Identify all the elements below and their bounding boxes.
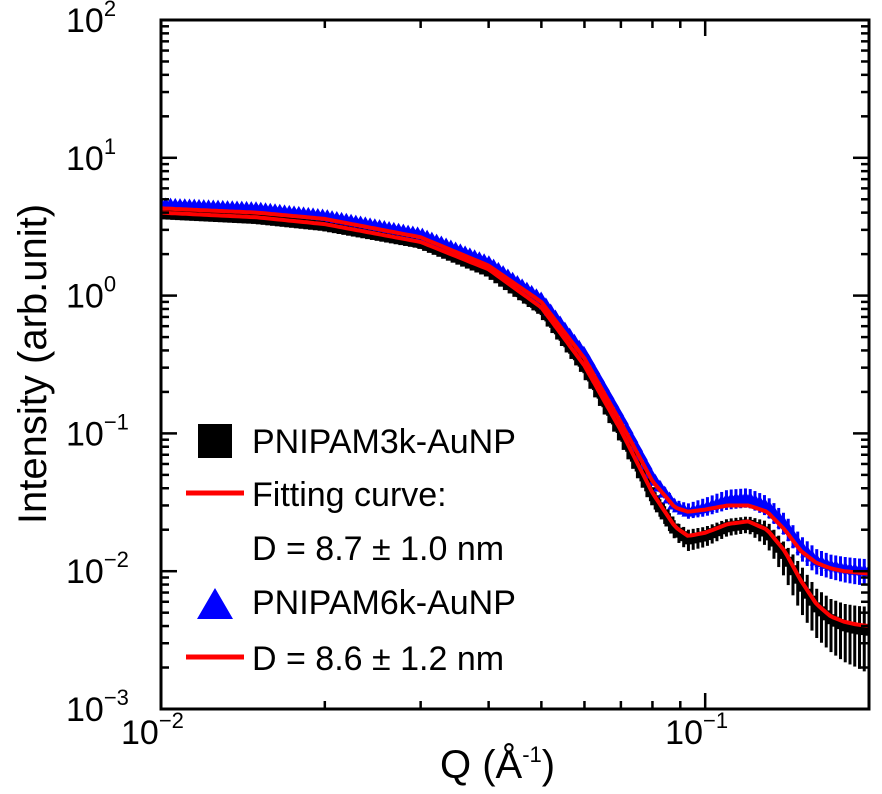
y-tick-base: 10: [66, 553, 104, 591]
plot-frame: [159, 18, 871, 711]
data-point: [764, 530, 775, 541]
y-tick-exp: −1: [104, 409, 129, 434]
data-point: [768, 536, 779, 547]
x-axis-title-sup: -1: [522, 742, 542, 767]
y-tick-base: 10: [66, 2, 104, 40]
legend: PNIPAM3k-AuNP Fitting curve: D = 8.7 ± 1.0…: [186, 423, 516, 678]
y-tick-base: 10: [66, 278, 104, 316]
data-point: [633, 448, 648, 461]
x-tick-exp: −2: [159, 708, 184, 733]
data-point: [773, 542, 784, 553]
legend-label-fit: Fitting curve:: [252, 476, 447, 514]
data-point: [638, 457, 653, 470]
x-axis-title-end: ): [542, 743, 555, 787]
legend-label-fit-d1: D = 8.7 ± 1.0 nm: [252, 530, 504, 568]
x-axis-title-main: Q (Å: [440, 742, 523, 787]
x-axis-title: Q (Å-1): [440, 742, 555, 787]
y-tick-label: 101: [66, 134, 116, 178]
data-point: [778, 548, 789, 559]
x-tick-label: 10−2: [121, 708, 184, 752]
x-tick-base: 10: [121, 714, 159, 752]
data-point: [643, 466, 658, 479]
legend-label-fit-d2: D = 8.6 ± 1.2 nm: [252, 640, 504, 678]
data-point: [797, 581, 808, 592]
data-point: [864, 625, 869, 636]
y-tick-base: 10: [66, 415, 104, 453]
y-tick-label: 100: [66, 272, 116, 316]
legend-label-pnipam3k: PNIPAM3k-AuNP: [252, 423, 516, 461]
x-tick-label: 10−1: [665, 708, 728, 752]
y-tick-base: 10: [66, 140, 104, 178]
legend-triangle-icon: [197, 588, 233, 619]
fit-curve-2: [161, 206, 869, 576]
data-point: [783, 556, 794, 567]
y-tick-exp: −2: [104, 547, 129, 572]
y-tick-label: 102: [66, 0, 116, 40]
legend-square-icon: [198, 424, 232, 458]
y-axis-title: Intensity (arb.unit): [11, 204, 55, 524]
legend-label-pnipam6k: PNIPAM6k-AuNP: [252, 584, 516, 622]
y-tick-label: 10−1: [66, 409, 129, 453]
y-tick-exp: 0: [104, 272, 116, 297]
x-tick-base: 10: [665, 714, 703, 752]
y-tick-exp: 2: [104, 0, 116, 21]
data-layer: [161, 197, 869, 674]
y-tick-base: 10: [66, 691, 104, 729]
y-tick-exp: −3: [104, 685, 129, 710]
fit-curve-1: [161, 210, 869, 628]
y-tick-exp: 1: [104, 134, 116, 159]
y-tick-label: 10−3: [66, 685, 129, 729]
x-tick-exp: −1: [703, 708, 728, 733]
y-tick-label: 10−2: [66, 547, 129, 591]
